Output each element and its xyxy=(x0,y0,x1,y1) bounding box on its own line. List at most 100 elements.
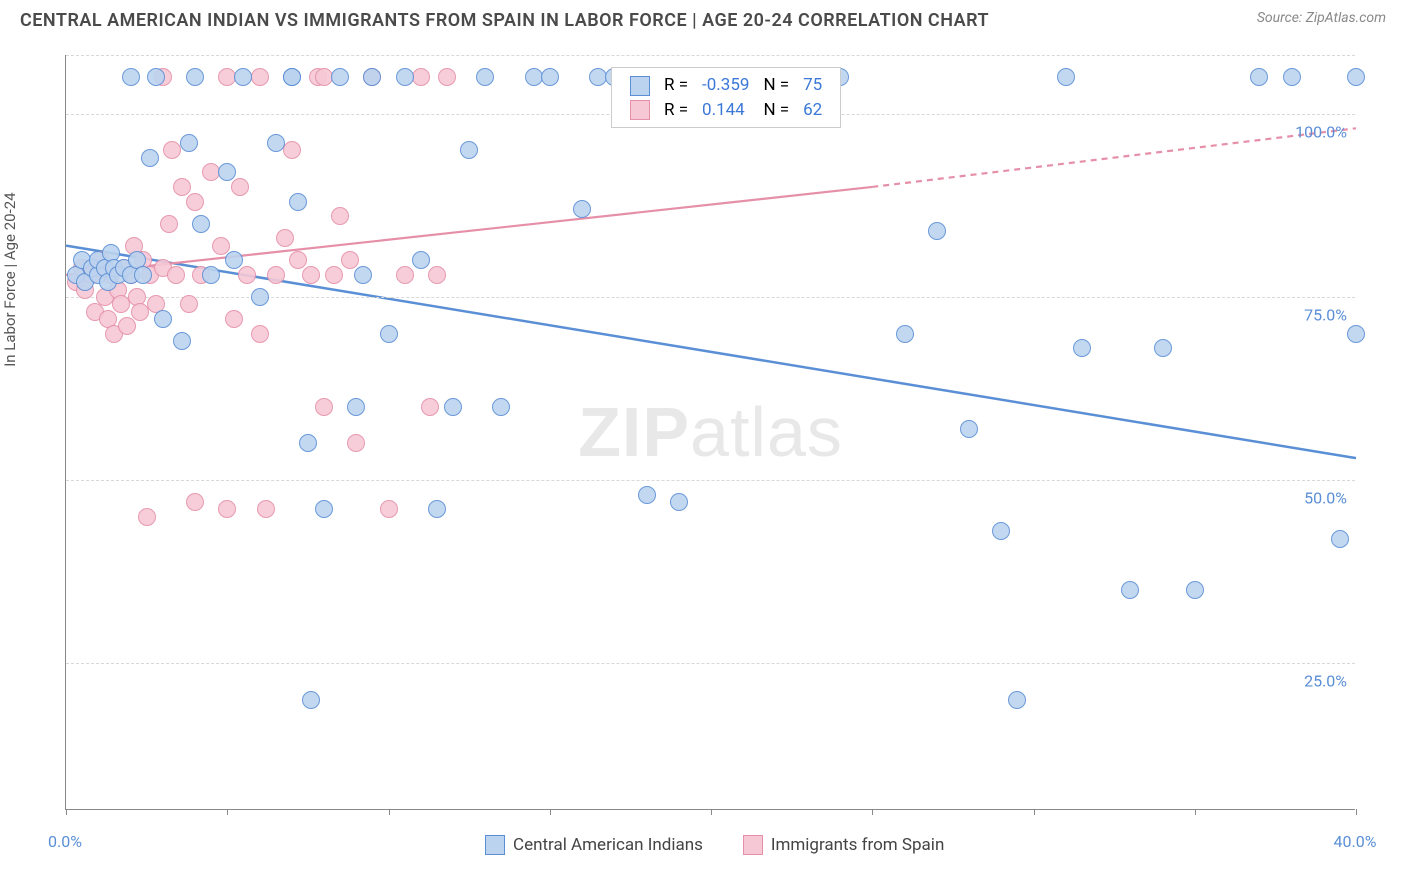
stat-r-label: R = xyxy=(658,99,694,122)
data-point-pink xyxy=(421,398,439,416)
data-point-blue xyxy=(896,325,914,343)
gridline-h xyxy=(66,55,1355,56)
data-point-pink xyxy=(325,266,343,284)
data-point-blue xyxy=(289,193,307,211)
data-point-pink xyxy=(212,237,230,255)
watermark-rest: atlas xyxy=(690,393,843,471)
data-point-blue xyxy=(299,434,317,452)
data-point-pink xyxy=(251,325,269,343)
x-tick xyxy=(1195,809,1196,815)
data-point-pink xyxy=(347,434,365,452)
data-point-blue xyxy=(331,68,349,86)
x-tick xyxy=(1034,809,1035,815)
source-site: ZipAtlas.com xyxy=(1306,10,1386,26)
data-point-blue xyxy=(380,325,398,343)
stat-r-value: 0.144 xyxy=(696,99,755,122)
data-point-blue xyxy=(396,68,414,86)
data-point-blue xyxy=(1347,68,1365,86)
x-tick xyxy=(1356,809,1357,815)
data-point-pink xyxy=(138,508,156,526)
data-point-blue xyxy=(173,332,191,350)
data-point-blue xyxy=(670,493,688,511)
x-tick xyxy=(66,809,67,815)
data-point-blue xyxy=(141,149,159,167)
data-point-blue xyxy=(541,68,559,86)
data-point-blue xyxy=(992,522,1010,540)
data-point-blue xyxy=(225,251,243,269)
x-tick xyxy=(711,809,712,815)
x-tick-label: 0.0% xyxy=(48,832,82,851)
legend-stats: R =-0.359N =75R =0.144N =62 xyxy=(611,67,841,128)
data-point-pink xyxy=(428,266,446,284)
data-point-pink xyxy=(438,68,456,86)
data-point-blue xyxy=(354,266,372,284)
data-point-pink xyxy=(218,500,236,518)
data-point-blue xyxy=(412,251,430,269)
data-point-blue xyxy=(638,486,656,504)
data-point-blue xyxy=(1250,68,1268,86)
data-point-blue xyxy=(1073,339,1091,357)
legend-label: Central American Indians xyxy=(513,835,703,855)
data-point-blue xyxy=(1283,68,1301,86)
data-point-pink xyxy=(238,266,256,284)
y-tick-label: 100.0% xyxy=(1295,122,1347,141)
legend-swatch xyxy=(630,76,650,96)
data-point-blue xyxy=(573,200,591,218)
data-point-pink xyxy=(341,251,359,269)
data-point-blue xyxy=(1347,325,1365,343)
data-point-blue xyxy=(363,68,381,86)
data-point-blue xyxy=(1008,691,1026,709)
x-tick xyxy=(389,809,390,815)
data-point-pink xyxy=(267,266,285,284)
data-point-blue xyxy=(154,310,172,328)
data-point-pink xyxy=(380,500,398,518)
data-point-blue xyxy=(460,141,478,159)
data-point-blue xyxy=(1331,530,1349,548)
source-label: Source: xyxy=(1257,10,1306,26)
data-point-pink xyxy=(302,266,320,284)
data-point-pink xyxy=(251,68,269,86)
data-point-blue xyxy=(122,68,140,86)
y-tick-label: 50.0% xyxy=(1304,489,1347,508)
data-point-blue xyxy=(960,420,978,438)
data-point-blue xyxy=(147,68,165,86)
x-tick xyxy=(550,809,551,815)
data-point-blue xyxy=(1057,68,1075,86)
chart-title: CENTRAL AMERICAN INDIAN VS IMMIGRANTS FR… xyxy=(20,10,989,31)
chart-container: In Labor Force | Age 20-24 ZIPatlas 25.0… xyxy=(20,45,1386,845)
legend-label: Immigrants from Spain xyxy=(771,835,944,855)
regression-line xyxy=(872,128,1356,187)
data-point-blue xyxy=(234,68,252,86)
legend-item: Immigrants from Spain xyxy=(743,835,944,855)
stat-n-label: N = xyxy=(757,99,795,122)
data-point-blue xyxy=(251,288,269,306)
data-point-blue xyxy=(1186,581,1204,599)
data-point-pink xyxy=(289,251,307,269)
legend-swatch xyxy=(743,835,763,855)
data-point-blue xyxy=(180,134,198,152)
data-point-pink xyxy=(283,141,301,159)
data-point-blue xyxy=(347,398,365,416)
y-tick-label: 25.0% xyxy=(1304,672,1347,691)
x-tick-label: 40.0% xyxy=(1334,832,1377,851)
data-point-blue xyxy=(444,398,462,416)
gridline-h xyxy=(66,663,1355,664)
data-point-blue xyxy=(476,68,494,86)
data-point-blue xyxy=(283,68,301,86)
data-point-pink xyxy=(412,68,430,86)
data-point-blue xyxy=(1154,339,1172,357)
data-point-pink xyxy=(186,493,204,511)
data-point-pink xyxy=(118,317,136,335)
data-point-pink xyxy=(173,178,191,196)
data-point-pink xyxy=(331,207,349,225)
data-point-blue xyxy=(428,500,446,518)
data-point-pink xyxy=(257,500,275,518)
data-point-blue xyxy=(492,398,510,416)
legend-swatch xyxy=(485,835,505,855)
data-point-blue xyxy=(928,222,946,240)
legend-series: Central American Indians Immigrants from … xyxy=(485,835,944,855)
y-tick-label: 75.0% xyxy=(1304,305,1347,324)
legend-swatch xyxy=(630,100,650,120)
data-point-pink xyxy=(225,310,243,328)
data-point-blue xyxy=(267,134,285,152)
